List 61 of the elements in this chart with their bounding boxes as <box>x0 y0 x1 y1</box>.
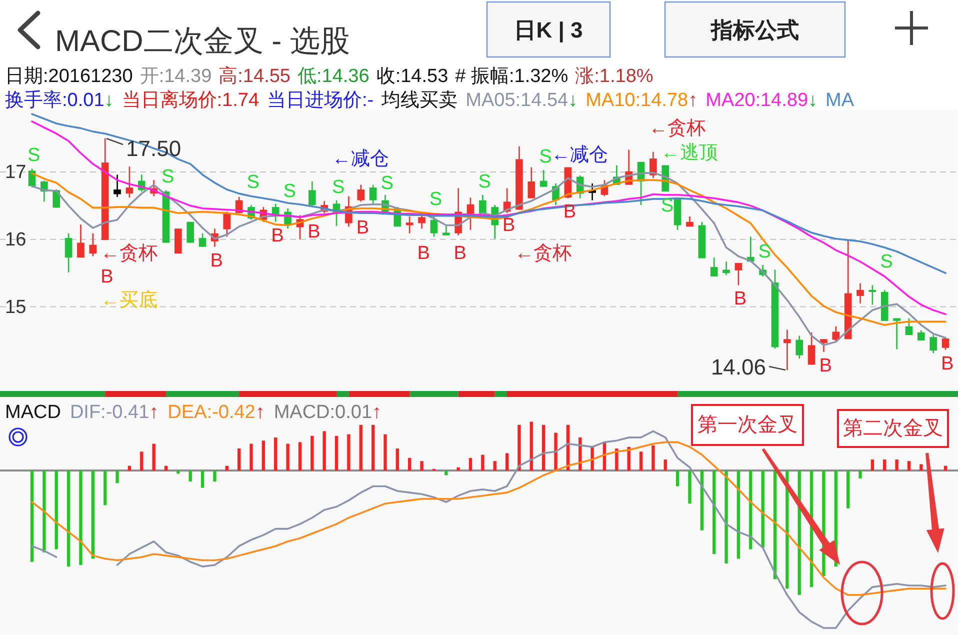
button: 指标公式 <box>664 1 846 58</box>
signal-label: S <box>660 195 674 216</box>
legend-entry: MA05:14.54↓ <box>466 90 578 111</box>
legend-entry: MA20:14.89↓ <box>706 90 818 111</box>
signal-label: S <box>380 172 394 194</box>
signal-label: ←减仓 <box>332 148 389 169</box>
signal-label: B <box>941 352 954 374</box>
signal-label: S <box>539 146 552 167</box>
annotation: 第一次金叉 <box>691 404 804 446</box>
signal-label: S <box>332 176 345 198</box>
signal-label: S <box>283 180 296 202</box>
signal-label: B <box>819 354 832 376</box>
legend-entry: MA10:14.78↑ <box>586 90 698 111</box>
signal-label: B <box>100 266 114 287</box>
annotation: # 振幅:1.32% <box>455 66 568 87</box>
signal-label: B <box>734 288 747 310</box>
title: MACD <box>5 402 61 423</box>
legend-entry: MA <box>826 90 854 111</box>
y-tick-label: 15 <box>5 296 26 318</box>
annotation: 第二次金叉 <box>837 409 949 448</box>
signal-label: ←买底 <box>100 290 158 310</box>
legend-entry: DIF:-0.41↑ <box>70 402 159 423</box>
signal-label: S <box>429 188 442 210</box>
signal-label: B <box>417 242 430 264</box>
signal-label: ←贪杯 <box>648 118 706 139</box>
signal-label: B <box>454 242 466 264</box>
signal-label: S <box>162 166 174 188</box>
annotation: 换手率:0.01↓ <box>5 90 114 111</box>
signal-label: ←减仓 <box>551 144 608 165</box>
y-tick-label: 17 <box>5 162 26 182</box>
legend-entry: MACD:0.01↑ <box>274 402 382 423</box>
signal-label: ←贪杯 <box>100 242 158 264</box>
annotation: 第二次金叉 <box>843 418 943 440</box>
signal-label: S <box>246 172 260 193</box>
signal-label: S <box>758 241 771 262</box>
annotation: 涨:1.18% <box>575 66 654 87</box>
signal-label: B <box>563 201 576 222</box>
button: 日K | 3 <box>486 1 611 58</box>
annotation: 第一次金叉 <box>698 414 798 436</box>
annotation: 收:14.53 <box>376 66 448 87</box>
annotation: 14.06 <box>710 354 766 379</box>
signal-label: ←逃顶 <box>660 142 718 163</box>
legend-entry: DEA:-0.42↑ <box>168 402 265 423</box>
signal-label: S <box>880 251 893 272</box>
annotation: 均线买卖 <box>382 90 458 111</box>
annotation: 开:14.39 <box>140 66 212 87</box>
title: MACD二次金叉 - 选股 <box>55 24 350 58</box>
signal-label: B <box>308 220 320 242</box>
signal-label: B <box>502 214 516 236</box>
signal-label: B <box>356 216 370 238</box>
signal-label: S <box>478 170 491 192</box>
signal-label: B <box>210 250 223 271</box>
signal-label: B <box>271 224 284 246</box>
y-tick-label: 16 <box>5 228 26 250</box>
annotation: 当日离场价:1.74 <box>122 90 260 111</box>
annotation: 低:14.36 <box>297 66 370 87</box>
annotation: 高:14.55 <box>218 66 290 87</box>
signal-label: ←贪杯 <box>514 242 572 264</box>
signal-label: S <box>28 144 40 166</box>
annotation: 日期:20161230 <box>5 66 133 87</box>
annotation: 当日进场价:- <box>267 90 374 111</box>
